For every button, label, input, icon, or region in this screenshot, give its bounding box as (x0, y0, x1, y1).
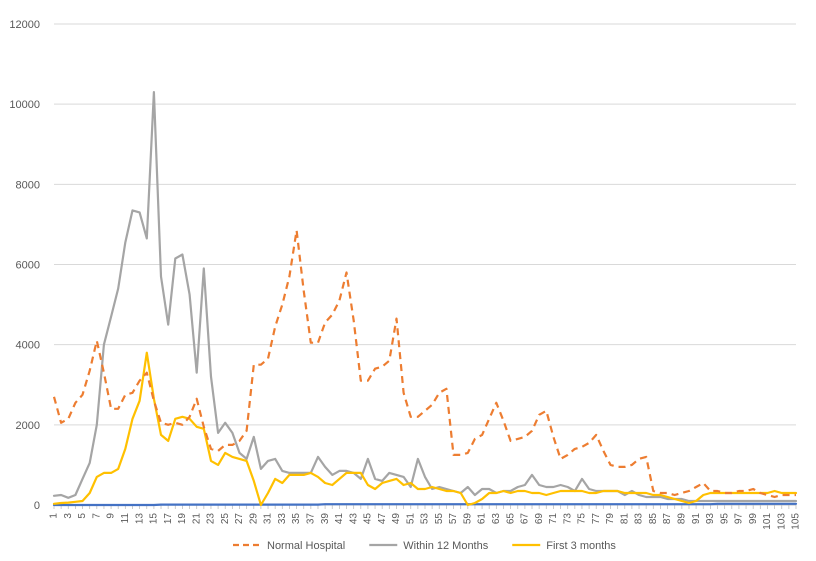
x-axis: 1 3 5 7 9 11 13 15 17 19 21 23 25 27 29 31 33 35 37 39 41 43 4… (49, 504, 802, 530)
x-tick-label: 77 (591, 513, 602, 525)
x-tick-label: 87 (662, 513, 673, 525)
x-tick-label: 39 (320, 513, 331, 525)
y-tick-label: 6000 (16, 260, 40, 272)
legend: Normal Hospital Within 12 Months First 3 m… (233, 540, 616, 552)
x-tick-label: 33 (277, 513, 288, 525)
x-tick-label: 73 (562, 513, 573, 525)
legend-label: Within 12 Months (403, 540, 488, 552)
x-tick-label: 55 (434, 513, 445, 525)
x-tick-label: 105 (791, 513, 802, 530)
x-tick-label: 25 (220, 513, 231, 525)
y-axis: 0 2000 4000 6000 8000 10000 12000 (9, 19, 40, 512)
x-tick-label: 59 (462, 513, 473, 525)
x-tick-label: 7 (91, 513, 102, 519)
x-tick-label: 75 (577, 513, 588, 525)
x-tick-label: 99 (748, 513, 759, 525)
legend-item: Within 12 Months (369, 540, 489, 552)
x-tick-label: 37 (305, 513, 316, 525)
x-tick-label: 11 (120, 513, 131, 524)
series-line-0 (52, 229, 796, 499)
x-tick-label: 83 (634, 513, 645, 525)
x-tick-label: 79 (605, 513, 616, 525)
y-tick-label: 2000 (16, 420, 40, 432)
x-tick-label: 19 (177, 513, 188, 525)
x-tick-label: 51 (405, 513, 416, 525)
x-tick-label: 69 (534, 513, 545, 525)
legend-item: Normal Hospital (233, 540, 345, 552)
x-tick-label: 67 (520, 513, 531, 525)
y-tick-label: 12000 (9, 19, 40, 31)
x-tick-label: 9 (106, 513, 117, 519)
series-line-2 (52, 351, 798, 507)
x-tick-label: 23 (206, 513, 217, 525)
y-tick-label: 8000 (16, 179, 40, 191)
x-tick-label: 63 (491, 513, 502, 525)
legend-label: First 3 months (546, 540, 616, 552)
gridlines (54, 23, 796, 426)
x-tick-label: 85 (648, 513, 659, 525)
x-tick-label: 65 (505, 513, 516, 525)
x-tick-label: 57 (448, 513, 459, 525)
x-tick-label: 103 (776, 513, 787, 530)
x-tick-label: 17 (163, 513, 174, 525)
y-tick-label: 10000 (9, 99, 40, 111)
x-tick-label: 15 (149, 513, 160, 525)
x-tick-label: 53 (420, 513, 431, 525)
x-tick-label: 21 (191, 513, 202, 525)
x-tick-label: 61 (477, 513, 488, 525)
x-tick-label: 45 (363, 513, 374, 525)
x-tick-label: 29 (248, 513, 259, 525)
x-tick-label: 13 (134, 513, 145, 525)
x-tick-label: 31 (263, 513, 274, 525)
x-tick-label: 89 (676, 513, 687, 525)
y-tick-label: 0 (34, 500, 40, 512)
y-tick-label: 4000 (16, 340, 40, 352)
x-tick-label: 97 (734, 513, 745, 525)
x-tick-label: 27 (234, 513, 245, 525)
x-tick-label: 35 (291, 513, 302, 525)
x-tick-label: 93 (705, 513, 716, 525)
x-tick-label: 43 (348, 513, 359, 525)
legend-item: First 3 months (512, 540, 616, 552)
x-tick-label: 49 (391, 513, 402, 525)
x-tick-label: 41 (334, 513, 345, 525)
x-tick-label: 71 (548, 513, 559, 525)
x-tick-label: 5 (77, 513, 88, 519)
x-tick-label: 101 (762, 513, 773, 530)
x-tick-label: 91 (691, 513, 702, 525)
x-tick-label: 47 (377, 513, 388, 525)
legend-label: Normal Hospital (267, 540, 345, 552)
series-line-3 (52, 502, 798, 507)
x-tick-label: 3 (63, 513, 74, 519)
series-lines (52, 90, 798, 507)
x-tick-label: 1 (49, 513, 60, 519)
x-tick-label: 81 (619, 513, 630, 525)
x-tick-label: 95 (719, 513, 730, 525)
